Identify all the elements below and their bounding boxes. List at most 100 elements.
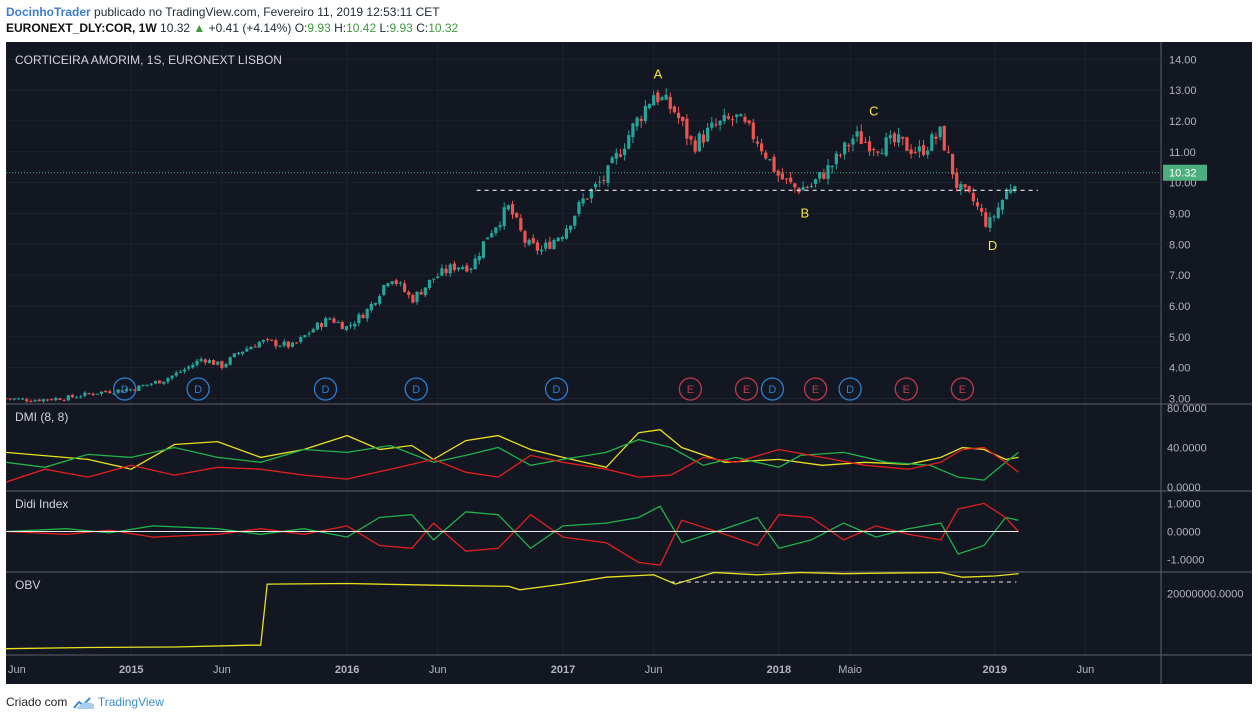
dividend-event-label: D [768, 384, 776, 396]
chart-canvas[interactable]: 14.0013.0012.0011.0010.009.008.007.006.0… [6, 42, 1252, 684]
main-pane-title: CORTICEIRA AMORIM, 1S, EURONEXT LISBON [15, 53, 282, 67]
candle-body [676, 112, 681, 119]
time-tick-label: 2017 [551, 664, 575, 676]
candle-body [751, 122, 755, 140]
candle-body [253, 346, 257, 348]
candle-body [926, 150, 930, 155]
candle-body [494, 227, 498, 234]
candle-body [245, 348, 249, 352]
wave-label-a: A [654, 66, 663, 81]
candle-body [149, 383, 153, 385]
price-tick-label: 4.00 [1169, 363, 1190, 375]
candle-body [946, 151, 951, 153]
candle-body [934, 136, 938, 139]
candle-body [689, 136, 693, 140]
time-tick-label: 2019 [983, 664, 1007, 676]
author-link[interactable]: DocinhoTrader [6, 5, 91, 19]
candle-body [419, 292, 423, 295]
candle-body [585, 198, 589, 200]
candle-body [158, 380, 162, 384]
candle-body [423, 287, 427, 296]
candle-body [955, 173, 959, 188]
candle-body [21, 398, 25, 400]
candle-body [544, 242, 548, 249]
candle-body [394, 280, 398, 284]
candle-body [818, 172, 822, 179]
candle-body [211, 360, 216, 365]
indicator-series-red [6, 502, 1019, 566]
candle-body [257, 341, 261, 348]
candle-body [133, 389, 137, 391]
candle-body [722, 114, 726, 122]
candle-body [411, 295, 415, 303]
candle-body [950, 153, 955, 175]
candle-body [8, 398, 12, 400]
indicator-tick-label: -1.0000 [1167, 555, 1204, 567]
candle-body [801, 187, 805, 191]
indicator-tick-label: 0.0000 [1167, 527, 1201, 539]
symbol-label: EURONEXT_DLY:COR, 1W [6, 21, 157, 35]
footer: Criado com TradingView [6, 693, 164, 711]
candle-body [128, 389, 133, 391]
candle-body [764, 152, 768, 159]
candle-body [510, 204, 515, 215]
candle-body [971, 192, 975, 202]
earnings-event-marker [950, 377, 975, 401]
candle-body [369, 303, 373, 311]
price-tick-label: 7.00 [1169, 270, 1190, 282]
candle-body [324, 318, 328, 327]
candle-body [589, 189, 593, 199]
candle-body [265, 339, 270, 341]
candle-body [872, 149, 876, 151]
tradingview-brand[interactable]: TradingView [97, 695, 164, 709]
candle-body [1009, 189, 1013, 193]
candle-body [909, 149, 913, 154]
candle-body [776, 170, 780, 176]
price-tick-label: 9.00 [1169, 208, 1190, 220]
candle-body [54, 398, 58, 401]
candle-body [465, 265, 469, 272]
candle-body [390, 281, 394, 284]
indicator-series-minus [6, 446, 1019, 483]
candle-body [58, 398, 62, 400]
candle-body [639, 118, 643, 122]
candle-body [104, 391, 108, 393]
candle-body [627, 135, 631, 149]
price-tick-label: 11.00 [1169, 147, 1196, 159]
last-price-label: 10.32 [1169, 168, 1197, 180]
candle-body [498, 225, 502, 228]
candle-body [593, 183, 598, 188]
candle-body [975, 202, 980, 207]
candle-body [743, 116, 747, 122]
candle-body [647, 104, 652, 109]
candle-body [295, 342, 299, 344]
candle-body [876, 151, 880, 153]
candle-body [772, 156, 776, 172]
earnings-event-label: E [959, 384, 966, 396]
candle-body [556, 237, 560, 241]
earnings-event-marker [803, 377, 828, 401]
candle-body [166, 378, 170, 382]
candle-body [402, 283, 407, 292]
candle-body [892, 133, 897, 143]
candle-body [967, 186, 971, 192]
candle-body [386, 283, 390, 287]
candle-body [440, 268, 444, 276]
candle-body [137, 385, 141, 392]
published-text: publicado no TradingView.com, Fevereiro … [94, 5, 440, 19]
candle-body [996, 207, 1000, 218]
candle-body [12, 398, 16, 400]
dividend-event-label: D [553, 384, 561, 396]
candle-body [685, 118, 689, 139]
candle-body [809, 185, 814, 188]
candle-body [62, 400, 66, 402]
candle-body [485, 237, 490, 240]
candle-body [382, 284, 386, 295]
candle-body [851, 138, 855, 145]
candle-body [261, 340, 266, 342]
candle-body [436, 276, 440, 279]
last-price-badge [1163, 164, 1207, 181]
candle-body [278, 345, 282, 347]
candle-body [610, 157, 614, 164]
candle-body [888, 135, 892, 139]
